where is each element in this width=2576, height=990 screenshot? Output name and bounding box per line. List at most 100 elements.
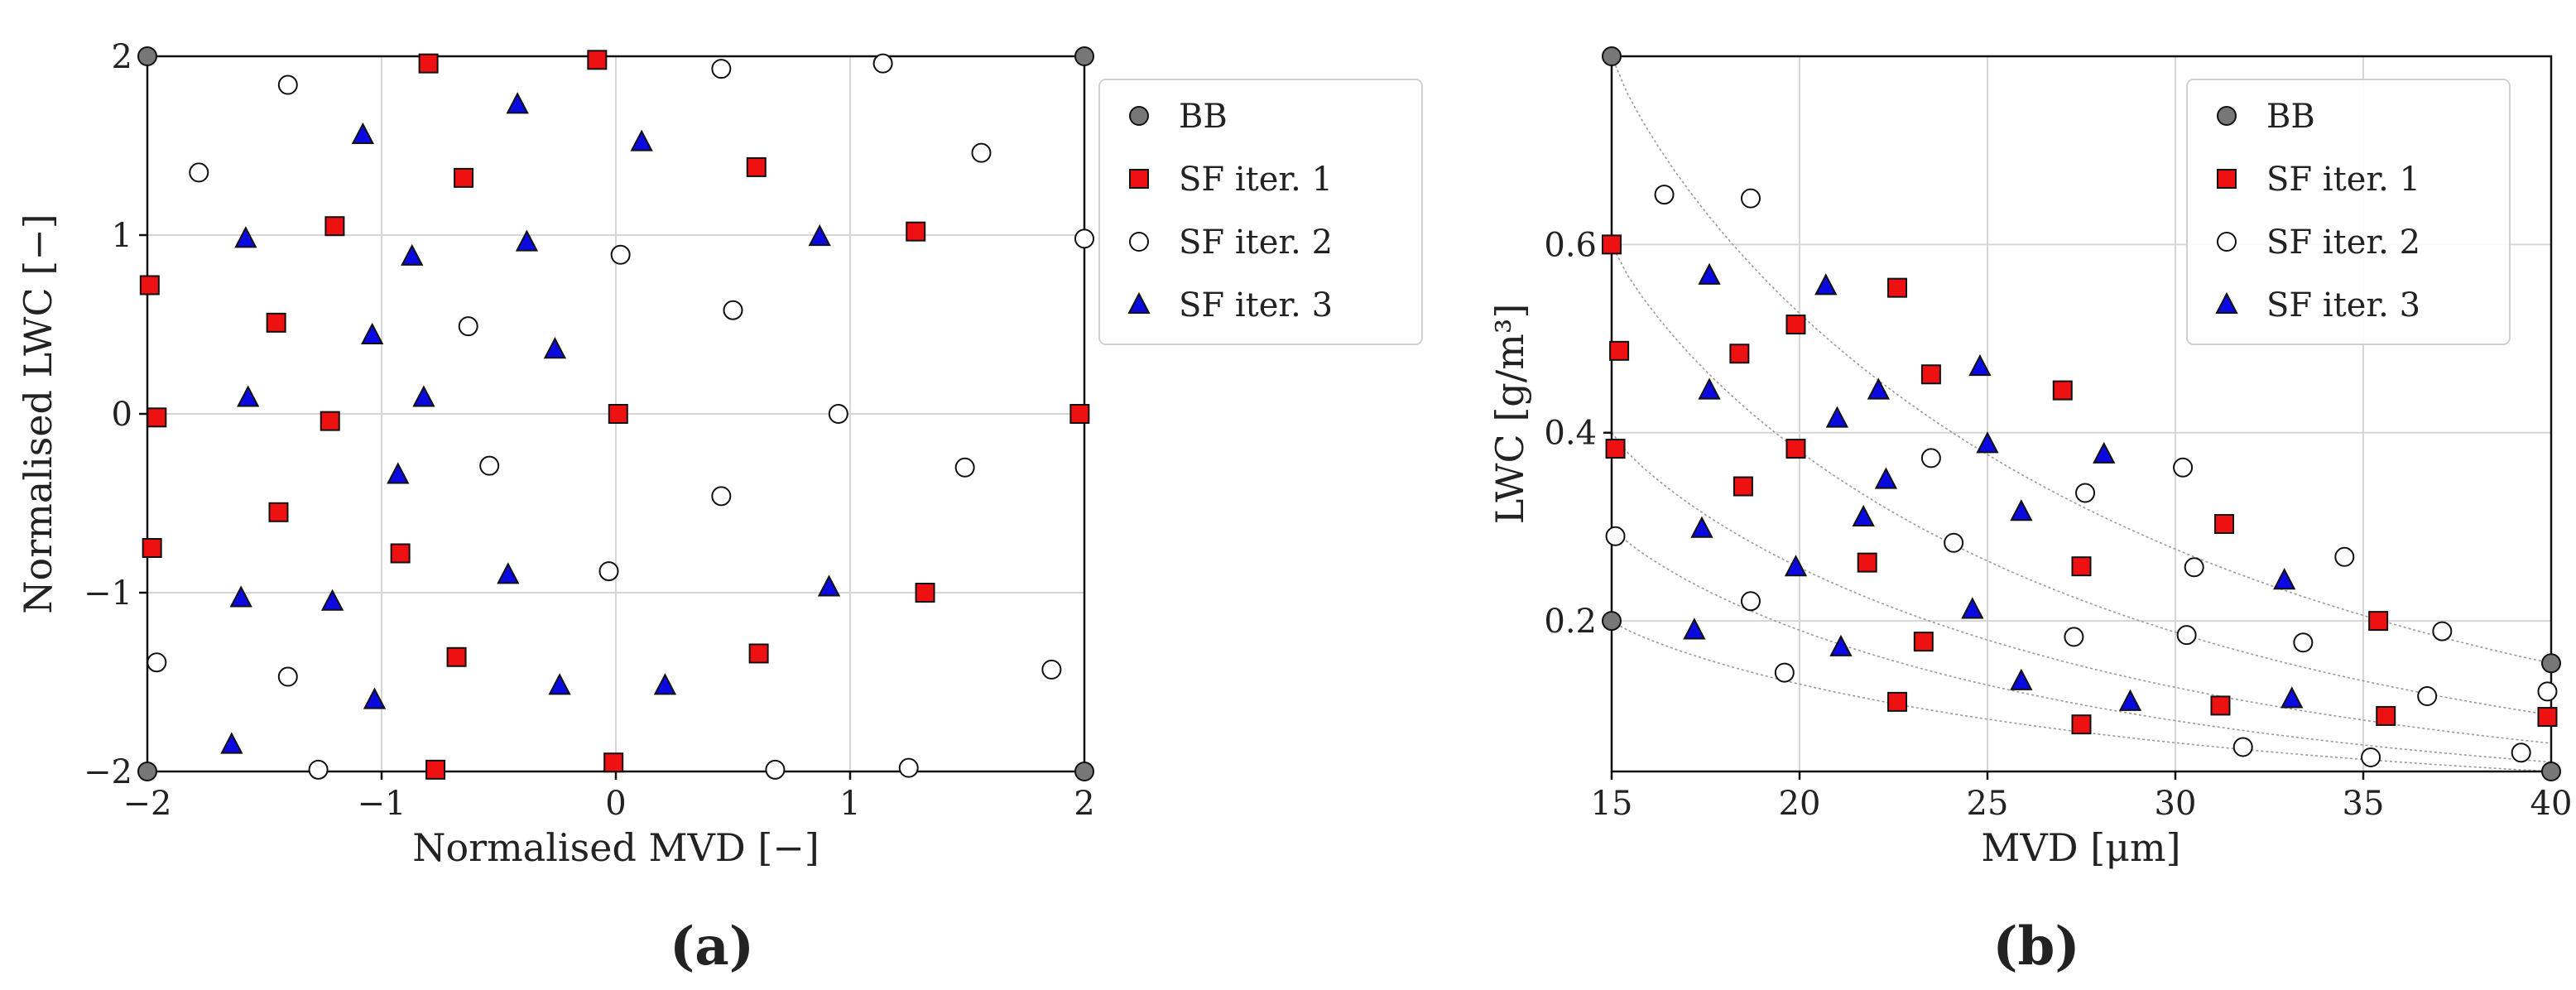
data-point-sf-iter-1 [1785,315,1806,334]
x-tick-label: −1 [358,785,406,823]
data-point-sf-iter-3 [808,223,831,247]
data-point-sf-iter-2 [479,455,500,476]
data-point-sf-iter-1 [1857,552,1877,573]
data-point-sf-iter-1 [1887,277,1908,298]
y-tick-label: −2 [84,753,132,791]
data-point-sf-iter-3 [361,322,384,344]
data-point-sf-iter-1 [324,216,345,237]
data-point-sf-iter-3 [543,337,567,359]
data-point-bb [137,46,157,66]
data-point-sf-iter-1 [2537,707,2558,728]
data-point-sf-iter-2 [147,652,167,673]
data-point-sf-iter-2 [2361,747,2381,767]
data-point-sf-iter-3 [630,129,653,151]
data-point-sf-iter-3 [1829,634,1853,656]
data-point-sf-iter-3 [2280,686,2304,709]
axes-frame [1610,55,2553,773]
data-point-sf-iter-1 [147,407,167,428]
data-point-sf-iter-2 [2432,621,2453,642]
data-point-sf-iter-1 [1785,439,1806,459]
data-point-sf-iter-2 [872,53,893,74]
data-point-sf-iter-2 [2075,483,2096,503]
x-axis-label: MVD [μm] [1981,825,2180,870]
data-point-sf-iter-3 [1874,467,1898,489]
data-point-sf-iter-1 [603,752,624,773]
data-point-sf-iter-1 [425,759,446,780]
data-point-sf-iter-2 [458,316,478,337]
data-point-sf-iter-2 [954,457,975,478]
data-point-sf-iter-1 [1920,364,1941,385]
data-point-sf-iter-2 [723,300,743,320]
x-tick-label: −2 [123,785,172,823]
x-tick-label: 2 [1074,785,1094,823]
y-tick-label: 0.4 [1544,415,1597,453]
data-point-sf-iter-2 [2293,632,2314,653]
y-tick-label: 2 [112,38,132,76]
data-point-sf-iter-2 [1740,591,1761,612]
data-point-sf-iter-3 [401,243,424,266]
data-point-sf-iter-3 [1976,431,1999,454]
x-tick-label: 25 [1967,785,2009,823]
data-point-sf-iter-2 [1774,662,1795,683]
data-point-sf-iter-3 [1852,504,1875,527]
data-point-sf-iter-3 [548,673,571,695]
data-point-sf-iter-2 [1605,526,1626,546]
data-point-sf-iter-2 [971,142,992,163]
y-tick-label: 1 [112,217,132,255]
data-point-sf-iter-1 [608,404,628,424]
data-point-sf-iter-1 [2368,611,2389,632]
data-point-bb [1602,611,1622,632]
data-point-sf-iter-1 [1069,404,1090,424]
data-point-sf-iter-2 [1920,448,1941,469]
data-point-sf-iter-3 [237,385,260,407]
legend-marker [2217,169,2237,189]
data-point-sf-iter-1 [454,167,474,188]
panel-label: (a) [670,916,754,978]
data-point-bb [1074,762,1094,781]
data-point-sf-iter-3 [1690,516,1713,538]
x-axis-label: Normalised MVD [−] [412,825,819,870]
data-point-sf-iter-2 [2334,546,2355,567]
guide-curve [1611,526,2552,763]
legend-box [2186,79,2511,345]
data-point-sf-iter-2 [711,59,732,79]
data-point-bb [1602,46,1622,66]
data-point-sf-iter-1 [139,275,160,296]
data-point-sf-iter-2 [610,244,631,265]
data-point-sf-iter-3 [1698,262,1721,285]
data-point-sf-iter-3 [653,673,677,695]
data-point-bb [1074,46,1094,66]
data-point-sf-iter-1 [906,221,926,242]
data-point-sf-iter-2 [1074,228,1094,249]
data-point-sf-iter-1 [2210,695,2231,716]
data-point-sf-iter-1 [418,53,439,74]
data-point-sf-iter-1 [1733,476,1753,497]
data-point-sf-iter-3 [2010,668,2033,690]
data-point-bb [2541,762,2561,781]
x-tick-label: 40 [2530,785,2573,823]
data-point-sf-iter-3 [412,385,435,407]
data-point-sf-iter-3 [220,732,243,754]
data-point-sf-iter-1 [1729,344,1750,364]
legend-marker [1129,232,1149,252]
legend-marker [1129,106,1149,126]
data-point-sf-iter-2 [2417,686,2438,707]
data-point-sf-iter-3 [1683,618,1706,640]
data-point-sf-iter-1 [748,643,769,664]
data-point-sf-iter-2 [1041,659,1062,680]
data-point-sf-iter-3 [1784,555,1808,577]
data-point-sf-iter-3 [351,122,375,145]
data-point-sf-iter-3 [2118,689,2142,711]
data-point-sf-iter-2 [1740,188,1761,209]
data-point-sf-iter-3 [2093,441,2116,464]
legend-label: SF iter. 1 [1179,161,1333,199]
data-point-sf-iter-2 [189,162,209,183]
legend-label: SF iter. 2 [2266,223,2420,262]
data-point-sf-iter-2 [308,759,329,780]
x-tick-label: 35 [2343,785,2385,823]
legend-marker [1127,291,1151,314]
chart-panel-b: 15 20 25 30 35 40 0.2 0.4 0.6 MVD [μm] LWC [g/m³] (… [1487,46,2573,978]
x-tick-label: 20 [1779,785,1821,823]
legend-marker [2217,232,2237,252]
